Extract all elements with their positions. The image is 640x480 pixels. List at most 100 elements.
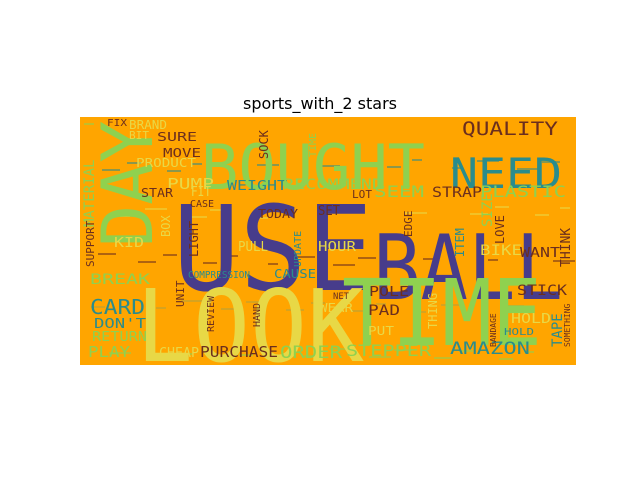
cloud-word-unit: UNIT xyxy=(174,280,187,307)
cloud-word-cheap: CHEAP xyxy=(159,346,199,361)
cloud-word-weight: WEIGHT xyxy=(227,179,287,194)
cloud-word-bought: BOUGHT xyxy=(201,131,425,204)
cloud-word-think: THINK xyxy=(559,228,574,267)
cloud-word-compression: COMPRESSION xyxy=(188,270,250,281)
cloud-word-bike: BIKE xyxy=(480,243,522,259)
cloud-word-kid: KID xyxy=(114,236,144,251)
cloud-word-stick: STICK xyxy=(517,283,568,299)
cloud-word-tape: TAPE xyxy=(550,313,566,347)
filler-word-mark xyxy=(358,257,376,259)
cloud-word-pull: PULL xyxy=(238,240,268,255)
cloud-word-stepper: STEPPER xyxy=(346,341,431,360)
filler-word-mark xyxy=(257,164,279,166)
filler-word-mark xyxy=(416,311,426,313)
filler-word-mark xyxy=(535,214,549,216)
filler-word-mark xyxy=(268,263,278,265)
filler-word-mark xyxy=(311,302,325,304)
cloud-word-fix: FIX xyxy=(107,118,127,129)
cloud-word-wear: WEAR xyxy=(319,301,354,315)
cloud-word-want: WANT xyxy=(520,246,560,261)
filler-word-mark xyxy=(329,348,351,350)
cloud-word-sure: SURE xyxy=(157,130,197,144)
cloud-word-seem: SEEM xyxy=(374,182,424,201)
filler-word-mark xyxy=(192,163,202,165)
filler-word-mark xyxy=(459,350,473,352)
word-cloud: USE BALL TIME LOOK BOUGHT DAY NEED QUALITY CARD A… xyxy=(80,117,576,365)
filler-word-mark xyxy=(221,308,243,310)
cloud-word-look: LOOK xyxy=(136,268,364,365)
filler-word-mark xyxy=(91,306,105,308)
filler-word-mark xyxy=(203,262,217,264)
filler-word-mark xyxy=(250,217,268,219)
filler-word-mark xyxy=(560,207,570,209)
cloud-word-set: SET xyxy=(318,204,340,219)
cloud-word-ball: BALL xyxy=(373,216,563,321)
cloud-word-hold: HOLD xyxy=(511,312,551,327)
cloud-word-star: STAR xyxy=(141,186,174,200)
cloud-word-hold: HOLD xyxy=(504,327,534,338)
cloud-word-time: TIME xyxy=(342,260,542,365)
filler-word-mark xyxy=(412,159,422,161)
filler-word-mark xyxy=(340,211,350,213)
filler-word-mark xyxy=(127,162,141,164)
filler-word-mark xyxy=(369,356,391,358)
cloud-word-light: LIGHT xyxy=(187,221,201,257)
cloud-word-thing: THING xyxy=(426,293,440,329)
cloud-word-net: NET xyxy=(333,292,350,302)
cloud-word-case: CASE xyxy=(190,199,214,210)
cloud-word-return: RETURN xyxy=(92,330,147,345)
cloud-word-item: ITEM xyxy=(453,228,467,257)
cloud-word-break: BREAK xyxy=(90,272,151,288)
cloud-word-plastic: PLASTIC xyxy=(480,182,566,201)
filler-word-mark xyxy=(210,209,228,211)
cloud-word-brand: BRAND xyxy=(129,118,167,132)
filler-word-mark xyxy=(185,216,207,218)
cloud-word-time: TIME xyxy=(308,133,319,157)
cloud-word-sock: SOCK xyxy=(257,129,271,159)
cloud-word-cause: CAUSE xyxy=(274,267,316,281)
cloud-word-pump: PUMP xyxy=(167,175,214,193)
cloud-word-bandage: BANDAGE xyxy=(489,313,498,347)
filler-word-mark xyxy=(434,357,452,359)
cloud-word-use: USE xyxy=(173,180,373,318)
cloud-word-size: SIZE xyxy=(480,193,496,227)
filler-word-mark xyxy=(286,309,304,311)
filler-word-mark xyxy=(145,208,167,210)
cloud-word-play: PLAY xyxy=(88,343,130,361)
filler-word-mark xyxy=(542,161,560,163)
filler-word-mark xyxy=(322,165,340,167)
filler-word-mark xyxy=(102,169,120,171)
filler-word-mark xyxy=(495,206,509,208)
cloud-word-move: MOVE xyxy=(163,146,201,160)
cloud-word-lot: LOT xyxy=(352,188,372,201)
filler-word-mark xyxy=(228,255,238,257)
filler-word-mark xyxy=(275,210,289,212)
cloud-word-product: PRODUCT xyxy=(136,156,196,170)
filler-word-mark xyxy=(246,301,264,303)
cloud-word-strap: STRAP xyxy=(432,185,482,201)
filler-word-mark xyxy=(109,352,131,354)
filler-word-mark xyxy=(138,261,156,263)
cloud-word-put: PUT xyxy=(368,324,394,338)
filler-word-mark xyxy=(470,213,488,215)
filler-word-mark xyxy=(376,303,386,305)
filler-word-mark xyxy=(156,307,166,309)
cloud-word-day: DAY xyxy=(87,121,169,247)
filler-word-mark xyxy=(174,353,192,355)
cloud-word-dont: DON'T xyxy=(94,317,146,332)
cloud-word-material: MATERIAL xyxy=(82,160,98,227)
cloud-word-recommend: RECOMMEND xyxy=(283,177,383,193)
cloud-word-edge: EDGE xyxy=(402,211,415,238)
filler-word-mark xyxy=(423,258,437,260)
cloud-word-order: ORDER xyxy=(280,343,343,363)
cloud-word-bit: BIT xyxy=(129,129,149,142)
cloud-word-quality: QUALITY xyxy=(462,118,559,140)
cloud-word-hour: HOUR xyxy=(318,240,356,255)
cloud-word-pole: POLE xyxy=(369,285,409,300)
cloud-word-amazon: AMAZON xyxy=(450,339,530,359)
cloud-word-need: NEED xyxy=(450,149,562,198)
filler-word-mark xyxy=(506,305,524,307)
filler-word-mark xyxy=(120,215,130,217)
filler-word-mark xyxy=(84,123,94,125)
